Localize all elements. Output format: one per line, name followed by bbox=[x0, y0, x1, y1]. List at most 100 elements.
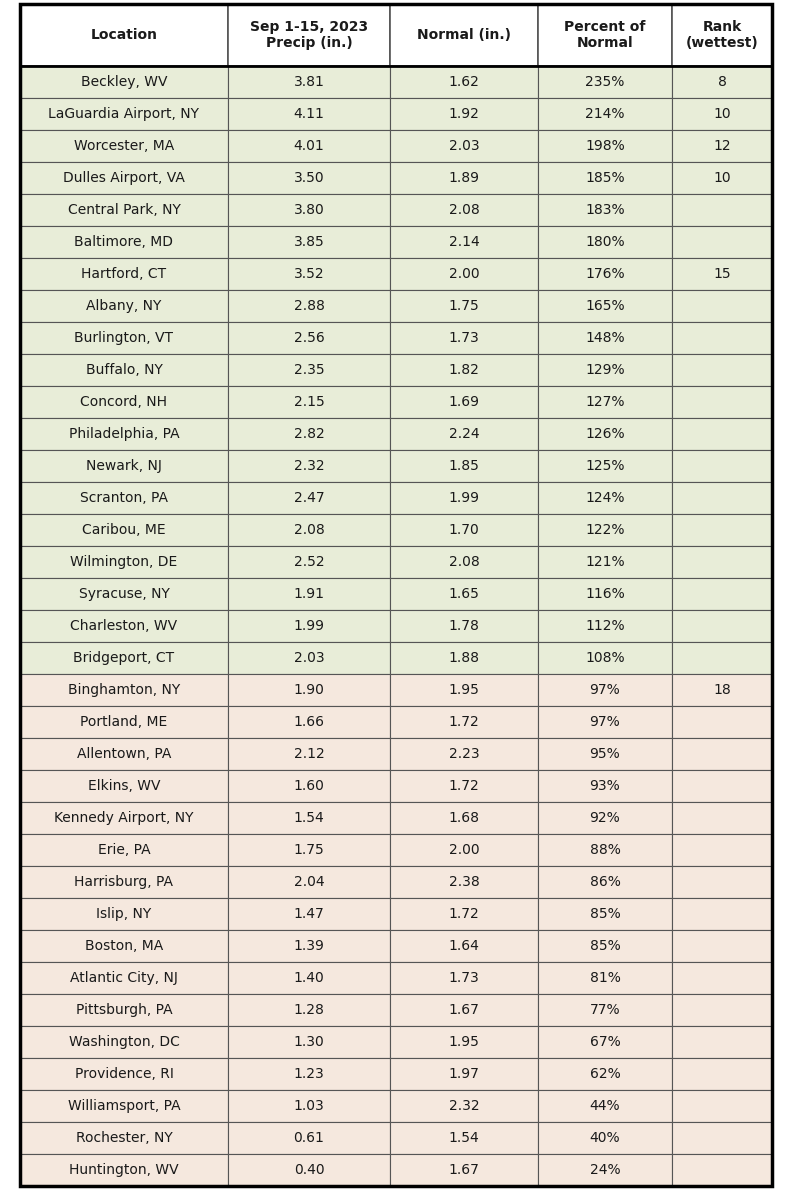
Text: 86%: 86% bbox=[589, 875, 620, 889]
Bar bbox=[20, 898, 228, 931]
Bar bbox=[228, 130, 390, 162]
Bar bbox=[390, 290, 538, 322]
Bar bbox=[390, 610, 538, 641]
Text: Kennedy Airport, NY: Kennedy Airport, NY bbox=[54, 812, 194, 825]
Text: 1.73: 1.73 bbox=[448, 971, 479, 985]
Bar bbox=[390, 258, 538, 290]
Text: 2.88: 2.88 bbox=[294, 299, 325, 313]
Text: 1.91: 1.91 bbox=[294, 587, 325, 601]
Bar bbox=[228, 258, 390, 290]
Text: 1.62: 1.62 bbox=[448, 75, 479, 89]
Text: 1.85: 1.85 bbox=[448, 459, 479, 472]
Bar bbox=[20, 4, 228, 65]
Bar bbox=[228, 98, 390, 130]
Bar bbox=[538, 1154, 672, 1186]
Text: 2.38: 2.38 bbox=[448, 875, 479, 889]
Text: 1.40: 1.40 bbox=[294, 971, 325, 985]
Bar bbox=[672, 162, 772, 194]
Bar bbox=[20, 641, 228, 674]
Text: 129%: 129% bbox=[585, 363, 625, 377]
Bar bbox=[20, 770, 228, 802]
Bar bbox=[20, 194, 228, 226]
Bar bbox=[538, 738, 672, 770]
Text: 1.68: 1.68 bbox=[448, 812, 479, 825]
Bar bbox=[228, 1058, 390, 1090]
Bar bbox=[538, 514, 672, 546]
Text: 1.54: 1.54 bbox=[448, 1130, 479, 1145]
Text: 12: 12 bbox=[713, 139, 731, 154]
Text: 2.00: 2.00 bbox=[449, 843, 479, 857]
Bar bbox=[390, 834, 538, 866]
Bar bbox=[390, 514, 538, 546]
Bar bbox=[20, 546, 228, 578]
Text: 77%: 77% bbox=[590, 1003, 620, 1017]
Bar bbox=[20, 931, 228, 962]
Bar bbox=[538, 802, 672, 834]
Text: Beckley, WV: Beckley, WV bbox=[81, 75, 167, 89]
Bar bbox=[390, 353, 538, 386]
Bar bbox=[672, 418, 772, 450]
Text: 2.32: 2.32 bbox=[294, 459, 324, 472]
Bar bbox=[672, 1026, 772, 1058]
Bar bbox=[390, 962, 538, 994]
Bar bbox=[228, 386, 390, 418]
Text: Boston, MA: Boston, MA bbox=[85, 939, 163, 953]
Bar bbox=[672, 866, 772, 898]
Bar bbox=[390, 418, 538, 450]
Bar bbox=[20, 290, 228, 322]
Bar bbox=[20, 162, 228, 194]
Text: Providence, RI: Providence, RI bbox=[74, 1067, 173, 1081]
Bar bbox=[20, 322, 228, 353]
Text: 112%: 112% bbox=[585, 619, 625, 633]
Text: 97%: 97% bbox=[589, 715, 620, 729]
Bar bbox=[20, 962, 228, 994]
Bar bbox=[228, 866, 390, 898]
Bar bbox=[538, 482, 672, 514]
Bar bbox=[672, 898, 772, 931]
Bar bbox=[672, 450, 772, 482]
Text: 1.97: 1.97 bbox=[448, 1067, 479, 1081]
Text: 1.88: 1.88 bbox=[448, 651, 479, 665]
Bar bbox=[228, 641, 390, 674]
Bar bbox=[538, 1090, 672, 1122]
Bar bbox=[20, 834, 228, 866]
Text: Charleston, WV: Charleston, WV bbox=[70, 619, 177, 633]
Text: 116%: 116% bbox=[585, 587, 625, 601]
Bar bbox=[672, 290, 772, 322]
Bar bbox=[20, 353, 228, 386]
Bar bbox=[672, 931, 772, 962]
Bar bbox=[228, 898, 390, 931]
Text: Dulles Airport, VA: Dulles Airport, VA bbox=[63, 171, 185, 184]
Bar bbox=[228, 706, 390, 738]
Text: 2.47: 2.47 bbox=[294, 491, 324, 505]
Text: Harrisburg, PA: Harrisburg, PA bbox=[74, 875, 173, 889]
Text: 18: 18 bbox=[713, 683, 731, 697]
Bar bbox=[538, 931, 672, 962]
Bar bbox=[20, 994, 228, 1026]
Bar bbox=[228, 674, 390, 706]
Text: 3.52: 3.52 bbox=[294, 267, 324, 281]
Text: Newark, NJ: Newark, NJ bbox=[86, 459, 162, 472]
Text: 2.03: 2.03 bbox=[294, 651, 324, 665]
Text: Location: Location bbox=[90, 29, 158, 42]
Bar bbox=[672, 482, 772, 514]
Text: 10: 10 bbox=[713, 171, 731, 184]
Bar bbox=[538, 322, 672, 353]
Text: 85%: 85% bbox=[589, 907, 620, 921]
Bar bbox=[20, 65, 228, 98]
Bar bbox=[228, 353, 390, 386]
Text: 148%: 148% bbox=[585, 331, 625, 345]
Text: 15: 15 bbox=[713, 267, 731, 281]
Bar bbox=[538, 834, 672, 866]
Bar bbox=[538, 578, 672, 610]
Bar bbox=[538, 546, 672, 578]
Bar bbox=[390, 866, 538, 898]
Text: Rank
(wettest): Rank (wettest) bbox=[686, 20, 759, 50]
Bar bbox=[390, 482, 538, 514]
Text: 1.73: 1.73 bbox=[448, 331, 479, 345]
Text: 2.32: 2.32 bbox=[449, 1100, 479, 1113]
Bar bbox=[228, 194, 390, 226]
Bar bbox=[390, 578, 538, 610]
Bar bbox=[228, 65, 390, 98]
Bar bbox=[20, 514, 228, 546]
